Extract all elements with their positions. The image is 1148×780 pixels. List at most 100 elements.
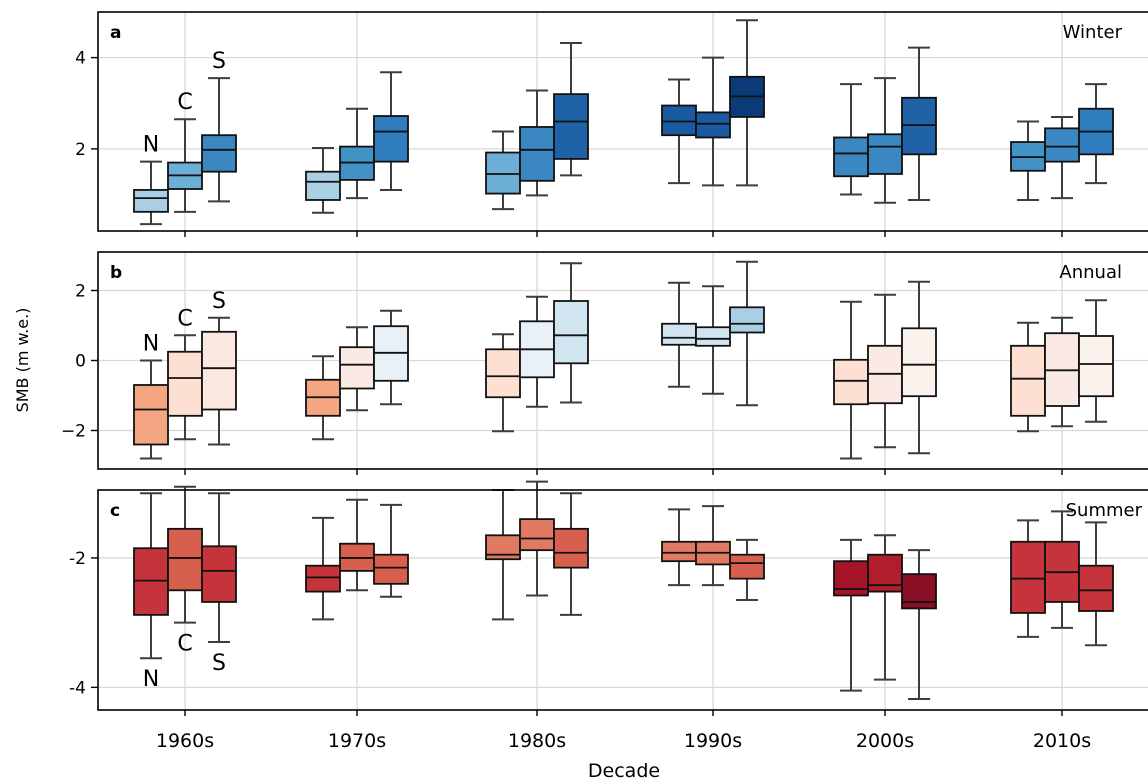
box-body <box>201 330 237 411</box>
box-body <box>1078 335 1114 398</box>
box-body <box>201 134 237 173</box>
box-1960s-N <box>133 492 169 660</box>
group-label-S: S <box>212 289 226 314</box>
box-1980s-S <box>553 492 589 616</box>
box-1960s-N <box>133 359 169 460</box>
box-1970s-C <box>339 107 375 200</box>
box-1970s-N <box>305 516 341 621</box>
box-body <box>661 104 697 137</box>
y-tick-label: 2 <box>75 282 86 302</box>
x-tick-label: 1990s <box>684 730 742 752</box>
box-1990s-C <box>695 285 731 395</box>
box-body <box>485 151 521 195</box>
box-body <box>901 327 937 398</box>
box-1980s-N <box>485 489 521 621</box>
box-1990s-S <box>729 260 765 407</box>
box-2010s-S <box>1078 299 1114 423</box>
x-tick-label: 2010s <box>1033 730 1091 752</box>
x-axis-label: Decade <box>588 760 660 780</box>
box-body <box>661 322 697 346</box>
box-1970s-S <box>373 309 409 406</box>
y-tick-label: 4 <box>75 49 86 69</box>
y-tick-label: -2 <box>69 549 86 569</box>
x-tick-label: 1970s <box>328 730 386 752</box>
box-1970s-N <box>305 146 341 214</box>
box-2010s-N <box>1010 321 1046 433</box>
box-1960s-C <box>167 485 203 624</box>
box-body <box>519 126 555 182</box>
box-2000s-C <box>867 293 903 449</box>
box-body <box>901 573 937 610</box>
box-1970s-C <box>339 326 375 412</box>
box-body <box>553 300 589 365</box>
box-1980s-C <box>519 295 555 408</box>
box-2010s-S <box>1078 521 1114 647</box>
box-body <box>305 564 341 593</box>
season-label: Winter <box>1063 22 1123 43</box>
box-1970s-S <box>373 71 409 191</box>
box-body <box>133 384 169 446</box>
box-body <box>1044 127 1080 163</box>
box-body <box>833 560 869 597</box>
group-label-C: C <box>177 632 192 657</box>
box-body <box>901 96 937 156</box>
box-1990s-S <box>729 19 765 187</box>
box-1990s-S <box>729 538 765 601</box>
panel-letter: b <box>110 263 122 283</box>
box-body <box>167 350 203 417</box>
box-2000s-S <box>901 549 937 700</box>
box-2010s-C <box>1044 316 1080 428</box>
box-body <box>167 527 203 592</box>
box-body <box>729 306 765 334</box>
box-body <box>133 189 169 213</box>
panel-frame <box>97 489 1148 711</box>
group-label-C: C <box>177 306 192 331</box>
box-body <box>339 346 375 390</box>
group-label-N: N <box>143 667 159 692</box>
panel-b: −2 0 2 b Annual NCS <box>61 251 1148 475</box>
box-body <box>1010 540 1046 614</box>
box-body <box>1010 344 1046 417</box>
box-1990s-N <box>661 78 697 185</box>
x-tick-label: 2000s <box>856 730 914 752</box>
box-1990s-C <box>695 505 731 587</box>
box-body <box>485 348 521 399</box>
box-1990s-N <box>661 281 697 388</box>
box-1970s-N <box>305 355 341 441</box>
box-1960s-S <box>201 77 237 203</box>
box-1960s-C <box>167 118 203 213</box>
box-1990s-C <box>695 56 731 187</box>
panel-letter: a <box>110 23 121 43</box>
box-body <box>1078 564 1114 612</box>
box-2010s-S <box>1078 83 1114 185</box>
box-body <box>833 136 869 178</box>
box-body <box>133 547 169 616</box>
y-tick-label: -4 <box>69 678 86 698</box>
x-tick-label: 1960s <box>156 730 214 752</box>
box-body <box>553 93 589 160</box>
box-1970s-S <box>373 503 409 598</box>
group-label-C: C <box>177 90 192 115</box>
box-body <box>485 534 521 561</box>
box-body <box>519 518 555 552</box>
box-body <box>867 133 903 175</box>
box-1980s-S <box>553 262 589 404</box>
box-body <box>661 540 697 563</box>
box-2000s-C <box>867 534 903 681</box>
box-body <box>305 170 341 201</box>
box-1970s-C <box>339 498 375 592</box>
box-2010s-N <box>1010 519 1046 638</box>
box-body <box>553 527 589 569</box>
box-body <box>695 111 731 139</box>
season-label: Annual <box>1059 262 1122 283</box>
group-label-S: S <box>212 651 226 676</box>
box-2000s-N <box>833 300 869 460</box>
y-tick-label: 2 <box>75 140 86 160</box>
box-1960s-N <box>133 160 169 226</box>
box-1980s-N <box>485 333 521 433</box>
box-body <box>373 115 409 163</box>
box-2010s-C <box>1044 510 1080 629</box>
x-tick-label: 1980s <box>508 730 566 752</box>
box-2010s-N <box>1010 120 1046 201</box>
